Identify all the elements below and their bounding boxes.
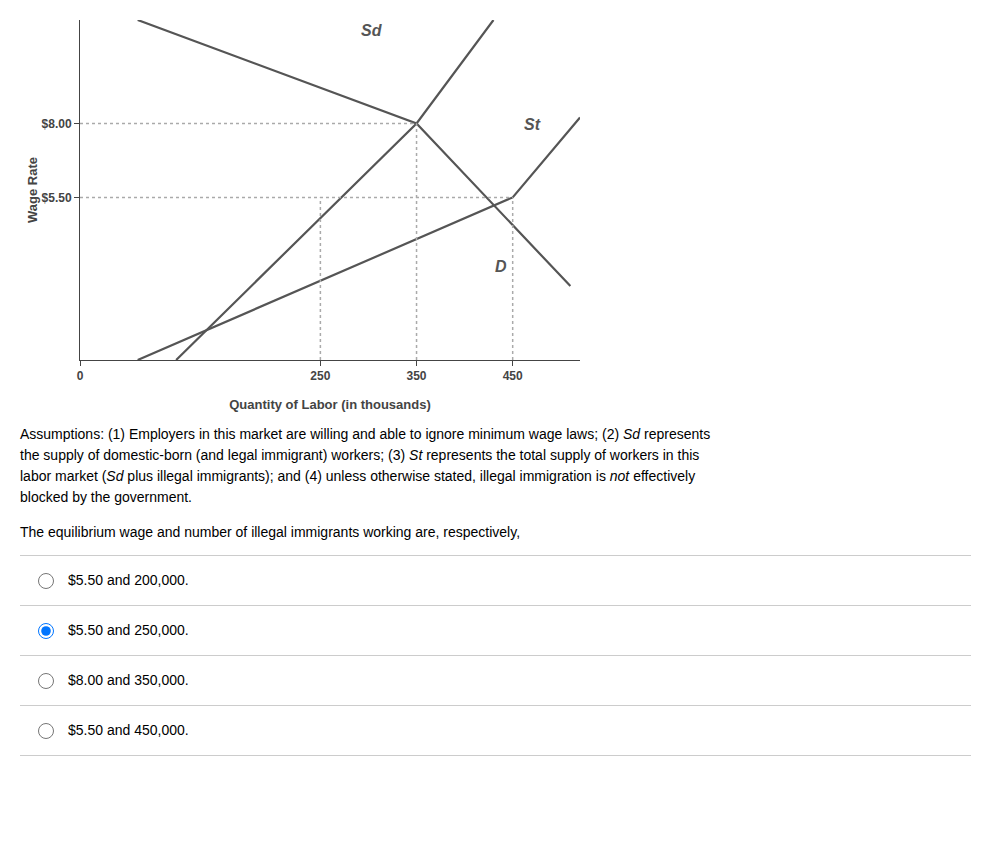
html-text:$8.00 and 350,000.: $8.00 and 350,000.	[68, 672, 189, 688]
svg-text:Wage Rate: Wage Rate	[25, 157, 40, 223]
svg-text:Quantity of Labor (in thousand: Quantity of Labor (in thousands)	[229, 397, 431, 412]
html-text:$5.50 and 250,000.: $5.50 and 250,000.	[68, 622, 189, 638]
svg-text:0: 0	[77, 369, 84, 383]
html-text:$5.50 and 200,000.: $5.50 and 200,000.	[68, 572, 189, 588]
svg-text:Sd: Sd	[361, 22, 383, 39]
html-text:Assumptions: (1) Employers in: Assumptions: (1) Employers in this marke…	[20, 426, 711, 505]
svg-text:$8.00: $8.00	[42, 117, 72, 131]
svg-text:250: 250	[310, 369, 330, 383]
svg-text:350: 350	[407, 369, 427, 383]
html-text:$5.50 and 450,000.: $5.50 and 450,000.	[68, 722, 189, 738]
svg-text:$5.50: $5.50	[42, 191, 72, 205]
svg-text:St: St	[524, 116, 541, 133]
svg-text:450: 450	[503, 369, 523, 383]
svg-text:D: D	[495, 258, 507, 275]
html-text:The equilibrium wage and numbe: The equilibrium wage and number of illeg…	[20, 524, 521, 540]
